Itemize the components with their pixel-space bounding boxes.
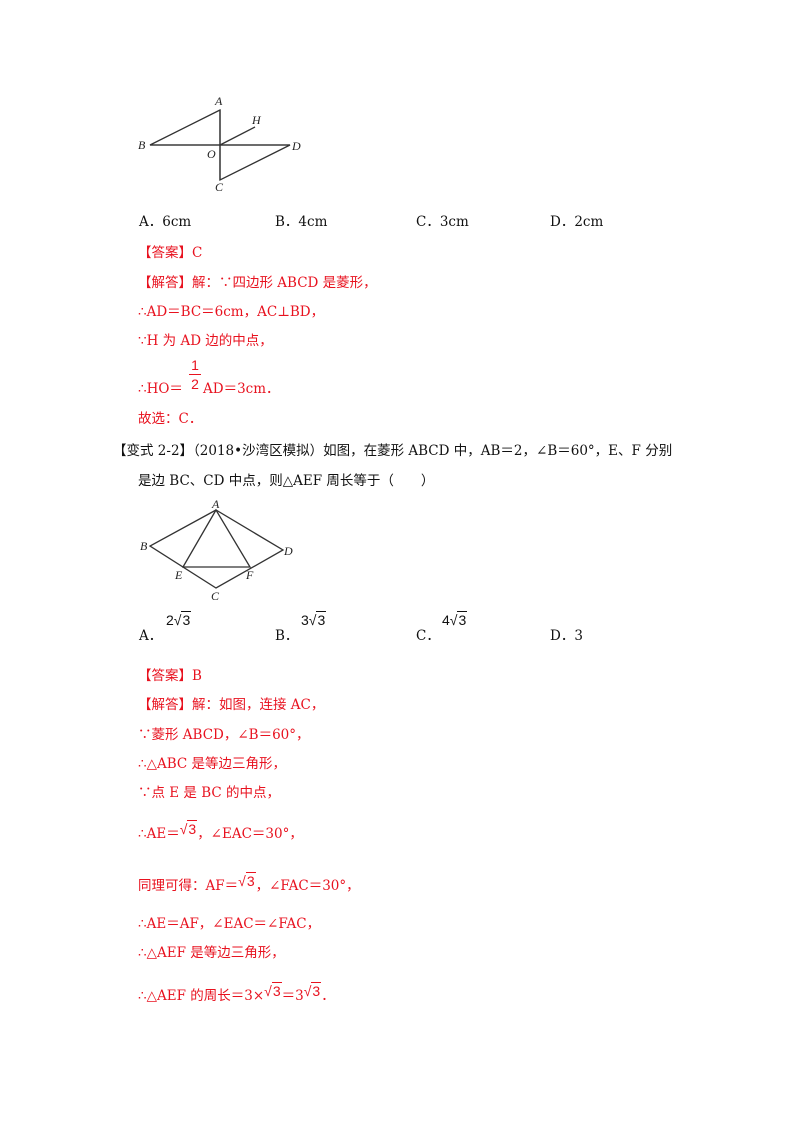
label-d: D [283,544,293,558]
label-b: B [138,138,146,152]
coefficient: 3 [301,612,309,628]
radicand: 3 [311,982,322,999]
q2-answer: 【答案】B [138,668,202,684]
q1-ho-suffix: AD＝3cm． [203,381,280,397]
rhombus-figure-aef: A B D C E F [140,498,293,603]
q1-answer: 【答案】C [138,245,203,261]
perimeter-prefix: ∴△AEF 的周长＝3× [138,988,265,1004]
label-e: E [174,568,183,582]
q1-choice: 故选：C． [138,411,203,427]
q2-option-c-letter: C． [416,628,440,644]
q1-ho-prefix: ∴HO＝ [138,381,183,397]
q1-solution-2: ∴AD＝BC＝6cm，AC⊥BD， [138,304,325,320]
label-d: D [291,139,301,153]
fraction-denominator: 2 [191,376,199,392]
perimeter-mid: ＝3 [281,988,304,1004]
q2-solution-4: ∵点 E 是 BC 的中点， [138,785,281,801]
label-a: A [214,94,223,108]
q1-option-d: D．2cm [550,214,604,230]
fraction-numerator: 1 [191,357,199,373]
coefficient: 4 [442,612,450,628]
ae-prefix: ∴AE＝ [138,826,180,842]
q1-option-a: A．6cm [139,214,192,230]
rhombus-figure-abcd-h: A B D C O H [138,94,301,192]
q2-solution-3: ∴△ABC 是等边三角形， [138,756,287,772]
coefficient: 2 [166,612,174,628]
triangle-aef [181,508,252,568]
q2-option-a-value: 2√3 [166,611,192,628]
rhombus-outline [148,509,285,589]
radicand: 3 [316,611,327,628]
q2-solution-1: 【解答】解：如图，连接 AC， [138,697,325,713]
q2-ae-line: ∴AE＝√3，∠EAC＝30°， [138,820,303,842]
q2-option-b-value: 3√3 [301,611,327,628]
q2-option-b-letter: B． [275,628,299,644]
radicand: 3 [187,820,198,837]
q2-option-d: D．3 [550,628,583,644]
q1-option-b: B．4cm [275,214,328,230]
q1-solution-3: ∵H 为 AD 边的中点， [138,333,273,349]
q2-af-line: 同理可得：AF＝√3，∠FAC＝30°， [138,872,360,894]
label-c: C [215,180,224,192]
q2-title-line-2: 是边 BC、CD 中点，则△AEF 周长等于（ ） [138,473,435,489]
af-prefix: 同理可得：AF＝ [138,878,239,894]
ae-suffix: ，∠EAC＝30°， [197,826,303,842]
q2-option-c-value: 4√3 [442,611,468,628]
half-fraction: 1 2 [189,357,201,392]
perimeter-suffix: ． [321,988,335,1004]
q1-solution-1: 【解答】解：∵四边形 ABCD 是菱形， [138,275,377,291]
q2-solution-6: ∴△AEF 是等边三角形， [138,945,285,961]
q2-option-a-letter: A． [139,628,163,644]
segment-oh [219,126,256,146]
q2-solution-5: ∴AE＝AF，∠EAC＝∠FAC， [138,916,321,932]
radicand: 3 [245,872,256,889]
radicand: 3 [457,611,468,628]
label-b: B [140,539,148,553]
q2-perimeter-line: ∴△AEF 的周长＝3×√3＝3√3． [138,982,335,1004]
q1-option-c: C．3cm [416,214,469,230]
label-f: F [245,568,254,582]
label-a: A [211,498,220,511]
radicand: 3 [271,982,282,999]
label-h: H [251,113,262,127]
q2-solution-2: ∵菱形 ABCD，∠B＝60°， [138,727,310,743]
af-suffix: ，∠FAC＝30°， [255,878,360,894]
label-c: C [211,589,220,603]
q2-title-line-1: 【变式 2-2】（2018•沙湾区模拟）如图，在菱形 ABCD 中，AB＝2，∠… [113,443,673,459]
label-o: O [207,147,216,161]
radicand: 3 [181,611,192,628]
